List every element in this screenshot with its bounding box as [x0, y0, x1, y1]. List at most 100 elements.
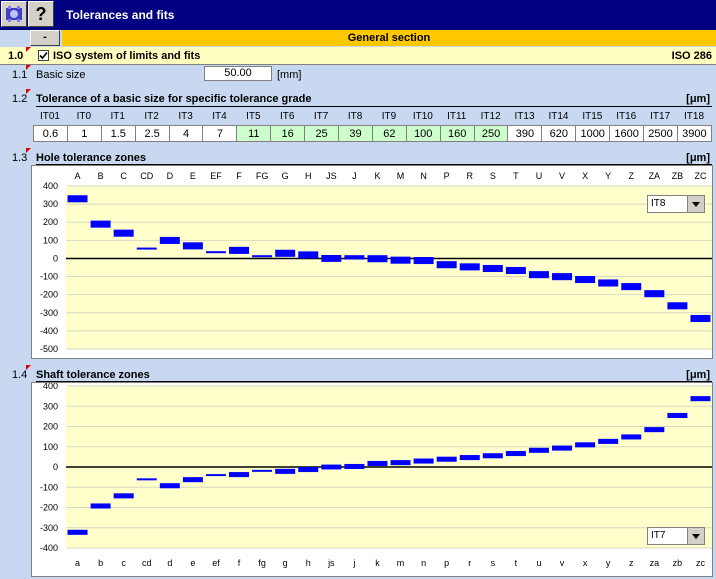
y-tick-label: 300 [43, 401, 58, 411]
section-title: General section [62, 30, 716, 46]
tolerance-zone-bar [436, 456, 457, 462]
tolerance-zone-bar [690, 314, 711, 323]
x-tick-label: z [629, 558, 634, 568]
x-tick-label: b [98, 558, 103, 568]
y-tick-label: 200 [43, 422, 58, 432]
tolerance-value-cell: 1000 [575, 125, 611, 142]
tolerance-zone-bar [67, 529, 88, 535]
x-tick-label: B [98, 171, 104, 181]
basic-size-input[interactable]: 50.00 [204, 66, 272, 81]
tolerance-zone-bar [390, 460, 411, 466]
tolerance-zone-bar [598, 279, 619, 287]
tolerance-zone-bar [182, 242, 203, 250]
x-tick-label: zc [696, 558, 706, 568]
tolerance-zone-bar [344, 255, 365, 260]
window-title: Tolerances and fits [66, 8, 175, 22]
tolerance-zone-bar [552, 273, 573, 281]
x-tick-label: ZC [694, 171, 706, 181]
x-tick-label: u [536, 558, 541, 568]
y-tick-label: 100 [43, 235, 58, 245]
tolerance-value-cell: 160 [439, 125, 475, 142]
row-1-0: 1.0 ISO system of limits and fits ISO 28… [0, 47, 716, 65]
tolerance-value-cell: 3900 [676, 125, 712, 142]
tolerance-value-cell: 250 [473, 125, 509, 142]
x-tick-label: X [582, 171, 588, 181]
grade-label: IT11 [447, 111, 467, 122]
tolerance-zone-bar [367, 255, 388, 263]
tolerance-zone-bar [598, 438, 619, 444]
shaft-tolerance-chart: 400 300 200 100 0 -100 -200 -300 -400 a b c cd d e ef f f… [40, 381, 712, 568]
y-tick-label: -500 [40, 344, 58, 354]
tolerance-zone-bar [182, 477, 203, 483]
tolerance-table: 0.6 1 1.5 2.5 4 7 11 16 25 39 62 100 160 250 390 620 100… [33, 125, 712, 142]
tolerance-zone-bar [528, 271, 549, 279]
help-icon[interactable]: ? [28, 1, 54, 27]
collapse-button[interactable]: - [30, 30, 60, 46]
x-tick-label: Z [629, 171, 635, 181]
x-tick-label: d [167, 558, 172, 568]
tolerance-zone-bar [552, 445, 573, 451]
tolerance-zone-bar [321, 464, 342, 470]
grade-label: IT6 [280, 111, 295, 122]
tolerance-zone-bar [321, 255, 342, 262]
x-tick-label: k [375, 558, 380, 568]
y-tick-label: 0 [53, 462, 58, 472]
tolerance-zone-bar [390, 256, 411, 264]
tolerance-value-cell: 390 [507, 125, 543, 142]
iso-checkbox[interactable] [38, 50, 49, 61]
x-tick-label: M [397, 171, 405, 181]
grade-label: IT0 [76, 111, 92, 122]
tolerance-value-cell: 25 [304, 125, 340, 142]
grade-label: IT15 [582, 111, 603, 122]
grade-label: IT14 [548, 111, 569, 122]
hole-chart-area: 400 300 200 100 0 -100 -200 -300 -400 -500 A B C CD D E… [31, 165, 713, 359]
tolerance-zone-bar [667, 302, 688, 310]
x-tick-label: e [190, 558, 195, 568]
tolerance-zone-bar [505, 451, 526, 457]
x-tick-label: C [120, 171, 127, 181]
x-tick-label: cd [142, 558, 152, 568]
x-tick-label: j [352, 558, 355, 568]
comment-marker-icon [26, 148, 31, 153]
row-title: ISO system of limits and fits [53, 50, 201, 62]
tolerance-zone-bar [90, 220, 111, 228]
tolerance-value-cell: 7 [202, 125, 238, 142]
y-tick-label: 100 [43, 442, 58, 452]
grade-label: IT9 [381, 111, 397, 122]
y-tick-label: -100 [40, 272, 58, 282]
tolerance-zone-bar [90, 503, 111, 509]
y-tick-label: -400 [40, 543, 58, 553]
x-tick-label: Y [605, 171, 611, 181]
tolerance-zone-bar [621, 283, 642, 291]
y-tick-label: 200 [43, 217, 58, 227]
grade-label: IT10 [412, 111, 433, 122]
grade-label: IT8 [347, 111, 363, 122]
row-number: 1.4 [12, 369, 28, 381]
tolerance-zone-bar [136, 247, 157, 250]
settings-icon[interactable] [1, 1, 27, 27]
y-tick-label: 300 [43, 199, 58, 209]
tolerance-zone-bar [252, 255, 273, 258]
tolerance-zone-bar [113, 493, 134, 499]
x-tick-label: N [420, 171, 427, 181]
row-number: 1.1 [12, 69, 28, 81]
x-tick-label: D [167, 171, 174, 181]
grade-label: IT12 [480, 111, 501, 122]
x-tick-label: J [352, 171, 357, 181]
shaft-grade-select[interactable]: IT7 [647, 527, 705, 545]
x-tick-label: A [75, 171, 81, 181]
tolerance-value-cell: 2.5 [134, 125, 170, 142]
tolerance-zone-bar [159, 236, 180, 244]
shaft-grade-value: IT7 [651, 530, 666, 541]
hole-tolerance-chart: 400 300 200 100 0 -100 -200 -300 -400 -500 A B C CD D E… [40, 171, 712, 354]
tolerance-value-cell: 0.6 [33, 125, 68, 142]
chevron-down-icon [687, 528, 704, 544]
x-tick-label: g [283, 558, 288, 568]
x-tick-label: P [444, 171, 450, 181]
grade-label: IT1 [110, 111, 125, 122]
hole-grade-select[interactable]: IT8 [647, 195, 705, 213]
tolerance-zone-bar [413, 256, 434, 265]
x-tick-label: za [650, 558, 660, 568]
tolerance-zone-bar [528, 447, 549, 453]
tolerance-zone-bar [413, 458, 434, 464]
